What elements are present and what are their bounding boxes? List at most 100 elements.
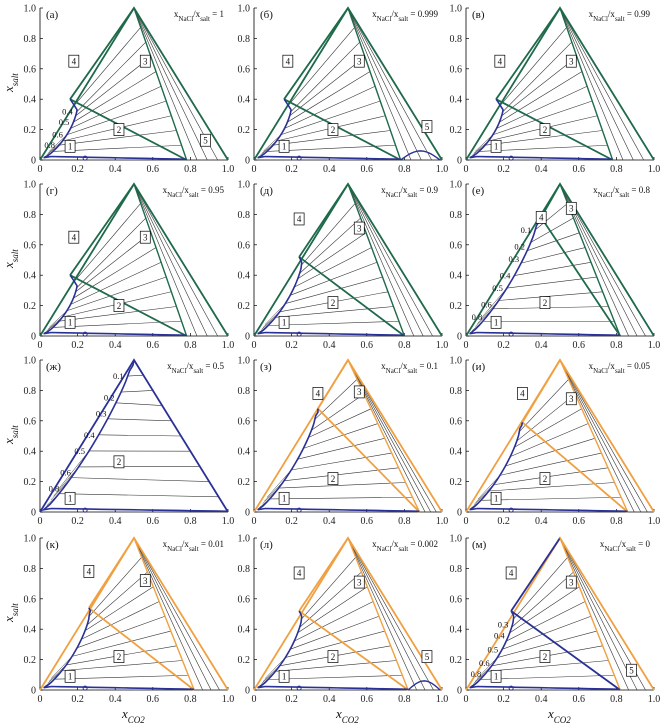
- ratio-label: xNaCl/xsalt = 0.9: [381, 185, 438, 199]
- x-tick-label: 0.6: [361, 340, 374, 351]
- three-phase-edge-right: [347, 7, 402, 161]
- ratio-label-part: = 0.999: [408, 9, 438, 19]
- tie-value-label: 0.8: [44, 140, 55, 150]
- binodal-curve: [43, 98, 187, 161]
- tie-line-left: [477, 475, 501, 500]
- y-tick-label: 0.8: [238, 564, 251, 575]
- ratio-label-part: = 1: [210, 9, 224, 19]
- x-tick-label: 0.4: [323, 516, 336, 527]
- tie-line-left: [266, 469, 292, 498]
- tie-line-right: [347, 537, 434, 691]
- tie-line: [88, 557, 142, 617]
- tie-line: [86, 571, 148, 626]
- region-label: 2: [331, 298, 336, 308]
- tie-line-right: [559, 359, 648, 513]
- region-label: 3: [143, 56, 148, 66]
- tie-value-label: 0.6: [479, 658, 490, 668]
- ratio-label-part: NaCl: [386, 367, 401, 375]
- ratio-label-part: NaCl: [598, 191, 613, 199]
- region-box: [327, 472, 339, 485]
- ratio-label-part: NaCl: [172, 367, 187, 375]
- region-box: [490, 491, 502, 505]
- region-box: [565, 392, 577, 406]
- y-tick-label: 0.2: [24, 125, 37, 136]
- panel-10: 0 0.2 0.4 0.6 0.8 1.000.20.40.60.81.0xsaltxCO…: [1, 534, 234, 724]
- y-axis-label: xsalt: [1, 603, 20, 623]
- region-label: 3: [357, 387, 362, 397]
- ratio-label-part: /x: [391, 9, 399, 19]
- region-box: [278, 139, 290, 153]
- tie-value-label: 0.6: [52, 130, 63, 140]
- tie-line: [84, 586, 154, 631]
- tie-line: [81, 601, 160, 640]
- tie-line: [66, 276, 167, 312]
- x-tick-label: 1.0: [222, 164, 235, 175]
- x-tick-label: 0.4: [535, 516, 548, 527]
- x-tick-label: 0.2: [71, 516, 84, 527]
- region-label: 1: [68, 672, 73, 682]
- ratio-label-part: NaCl: [178, 15, 193, 23]
- region-label: 2: [331, 652, 336, 662]
- critical-point: [296, 331, 302, 337]
- region-label: 1: [494, 494, 499, 504]
- panel-letter: (д): [260, 185, 273, 197]
- region-label: 1: [68, 142, 73, 152]
- panel-7: 0 0.2 0.4 0.6 0.8 1.000.20.40.60.81.0xsalt(ж)…: [1, 356, 234, 528]
- y-tick-label: 0.4: [24, 95, 37, 106]
- tie-line: [268, 320, 399, 326]
- x-tick-label: 0.4: [535, 164, 548, 175]
- region-label: 4: [509, 568, 514, 578]
- region-box: [83, 565, 95, 578]
- region-label: 3: [357, 577, 362, 587]
- y-tick-label: 0: [457, 332, 462, 343]
- binodal-curve: [469, 610, 621, 691]
- x-tick-label: 0: [38, 164, 43, 175]
- region-label: 1: [282, 672, 287, 682]
- binodal-curve: [43, 274, 187, 337]
- three-phase-edge-left: [317, 359, 349, 410]
- region-box: [64, 669, 76, 683]
- x-tick-label: 0: [38, 694, 43, 705]
- x-tick-label: 0: [464, 516, 469, 527]
- tie-line-right: [559, 7, 644, 161]
- tie-line-right: [559, 7, 634, 161]
- x-tick-label: 0.2: [497, 516, 510, 527]
- region-label: 4: [87, 567, 92, 577]
- y-tick-label: 0.2: [238, 125, 251, 136]
- tie-line-left: [264, 303, 286, 325]
- tie-line: [291, 452, 392, 471]
- x-tick-label: 0.6: [573, 694, 586, 705]
- tie-line: [285, 276, 383, 304]
- y-tick-label: 0.8: [24, 564, 37, 575]
- tie-value-label: 0.5: [74, 446, 85, 456]
- x-tick-label: 0.2: [497, 694, 510, 705]
- ratio-label-part: NaCl: [386, 191, 401, 199]
- x-axis-label: xCO2: [121, 706, 145, 724]
- tie-line: [73, 247, 157, 299]
- tie-line-left: [264, 657, 286, 679]
- x-axis-label: xCO2: [335, 706, 359, 724]
- tie-line: [311, 393, 365, 431]
- x-tick-label: 0.2: [285, 340, 298, 351]
- region-box: [565, 201, 577, 215]
- tie-line: [273, 130, 391, 146]
- region-box: [539, 472, 551, 485]
- tie-line-right: [347, 359, 431, 513]
- tie-line: [121, 390, 153, 393]
- ratio-label-part: x: [381, 185, 386, 195]
- x-tick-label: 0.8: [610, 340, 623, 351]
- three-phase-edge-left: [283, 7, 349, 100]
- y-tick-label: 0.6: [24, 416, 37, 427]
- tie-line: [527, 232, 580, 251]
- tie-value-label: 0.6: [481, 300, 492, 310]
- tie-line-right: [347, 7, 422, 161]
- region-box: [353, 54, 365, 68]
- ratio-label-part: /x: [612, 185, 620, 195]
- y-tick-label: 1.0: [238, 4, 251, 15]
- y-tick-label: 0.6: [24, 64, 37, 75]
- region-label: 4: [520, 389, 525, 399]
- tie-line-right: [347, 7, 412, 161]
- x-tick-label: 0.4: [109, 516, 122, 527]
- y-tick-label: 0.2: [238, 477, 251, 488]
- region-label: 2: [117, 652, 122, 662]
